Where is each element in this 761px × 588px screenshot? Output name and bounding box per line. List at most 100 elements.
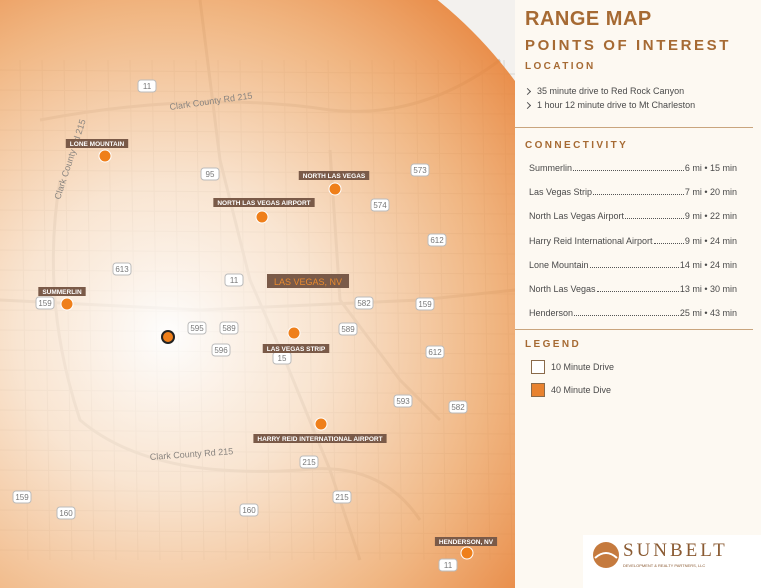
poi-label: LONE MOUNTAIN: [70, 141, 125, 148]
title: RANGE MAP: [525, 8, 652, 30]
road-number: 215: [302, 458, 316, 467]
road-shield: [219, 321, 239, 335]
poi-label: NORTH LAS VEGAS: [303, 173, 366, 180]
road-number: 11: [444, 561, 453, 570]
leader: [593, 194, 684, 196]
road-number: 160: [242, 506, 256, 515]
distance: 25 mi • 43 min: [679, 308, 737, 319]
poi-marker: [98, 149, 112, 163]
road-number: 160: [59, 509, 73, 518]
poi-marker: [460, 546, 474, 560]
place: Lone Mountain: [529, 259, 589, 270]
logo: SUNBELT DEVELOPMENT & REALTY PARTNERS, L…: [583, 535, 761, 588]
leader: [596, 291, 679, 292]
road-shield: [332, 490, 352, 504]
distance: 7 mi • 20 min: [684, 187, 737, 198]
connectivity-row: North Las Vegas 13 mi • 30 min: [529, 284, 737, 294]
poi-label: NORTH LAS VEGAS AIRPORT: [217, 200, 310, 207]
road-shield: [56, 506, 76, 520]
legend-heading: LEGEND: [525, 339, 582, 350]
road-number: 11: [230, 276, 239, 285]
road-number: 612: [428, 348, 442, 357]
road-number: 613: [115, 265, 129, 274]
legend-swatch: [531, 383, 545, 397]
logo-tagline: DEVELOPMENT & REALTY PARTNERS, LLC: [623, 563, 706, 568]
road-number: 159: [38, 299, 52, 308]
road-shield: [370, 198, 390, 212]
place: North Las Vegas: [529, 284, 596, 294]
distance: 14 mi • 24 min: [679, 259, 737, 270]
road-shield: [354, 296, 374, 310]
road-number: 95: [206, 170, 215, 179]
road-number: 593: [396, 397, 410, 406]
road-shield: [12, 490, 32, 504]
road-shield: [137, 79, 157, 93]
chevron: [523, 101, 532, 110]
road-shield: [224, 273, 244, 287]
connectivity-row: Harry Reid International Airport 9 mi • 2…: [529, 236, 737, 246]
road-shield: [299, 455, 319, 469]
location-item: 1 hour 12 minute drive to Mt Charleston: [537, 100, 696, 110]
poi-marker: [255, 210, 269, 224]
site-marker: [161, 330, 175, 344]
road-number: 589: [222, 324, 236, 333]
location-heading: LOCATION: [525, 61, 596, 72]
road-shield: [200, 167, 220, 181]
legend-label: 40 Minute Dive: [551, 385, 612, 395]
road-shield: [239, 503, 259, 517]
poi-marker: [328, 182, 342, 196]
poi-label: HENDERSON, NV: [439, 539, 494, 546]
poi-label-box: [434, 537, 498, 546]
poi-label-box: [253, 434, 387, 443]
connectivity-heading: CONNECTIVITY: [525, 140, 629, 151]
leader: [625, 218, 684, 220]
distance: 9 mi • 22 min: [684, 211, 737, 222]
poi-label-box: [38, 287, 86, 296]
poi-marker: [60, 297, 74, 311]
poi-label-box: [213, 198, 315, 207]
road-shield: [425, 345, 445, 359]
poi-label-box: [65, 139, 129, 148]
connectivity-row: North Las Vegas Airport 9 mi • 22 min: [529, 211, 737, 221]
distance: 9 mi • 24 min: [684, 235, 737, 246]
road-shield: [187, 321, 207, 335]
legend-swatch: [531, 360, 545, 374]
road-number: 159: [15, 493, 29, 502]
logo-name: SUNBELT: [623, 540, 728, 561]
poi-marker: [314, 417, 328, 431]
road-shield: [393, 394, 413, 408]
sidebar: RANGE MAP POINTS OF INTEREST LOCATION CO…: [515, 0, 761, 588]
drive-range: [0, 0, 515, 588]
road-number: 582: [451, 403, 465, 412]
place: Summerlin: [529, 163, 573, 173]
road-shield: [410, 163, 430, 177]
place: Las Vegas Strip: [529, 187, 593, 198]
chevron: [523, 87, 532, 96]
road-number: 589: [341, 325, 355, 334]
place: North Las Vegas Airport: [529, 211, 625, 222]
place: Henderson: [529, 308, 574, 319]
leader: [589, 266, 679, 268]
city-label-box: [266, 274, 350, 288]
road-shield: [448, 400, 468, 414]
road-number: 11: [143, 82, 152, 91]
divider: [515, 127, 753, 128]
road-shield: [338, 322, 358, 336]
poi-label: HARRY REID INTERNATIONAL AIRPORT: [257, 436, 382, 443]
legend-label: 10 Minute Drive: [551, 362, 615, 372]
leader: [574, 315, 679, 317]
city-label: LAS VEGAS, NV: [274, 277, 342, 287]
poi-label-box: [262, 344, 330, 353]
road-number: 596: [214, 346, 228, 355]
distance: 13 mi • 30 min: [679, 284, 737, 294]
leader: [573, 170, 684, 171]
poi-label: LAS VEGAS STRIP: [267, 346, 326, 353]
road-number: 582: [357, 299, 371, 308]
poi-marker: [287, 326, 301, 340]
road-number: 159: [418, 300, 432, 309]
road-number: 215: [335, 493, 349, 502]
poi-label-box: [298, 171, 370, 180]
distance: 6 mi • 15 min: [684, 163, 737, 173]
road-shield: [427, 233, 447, 247]
